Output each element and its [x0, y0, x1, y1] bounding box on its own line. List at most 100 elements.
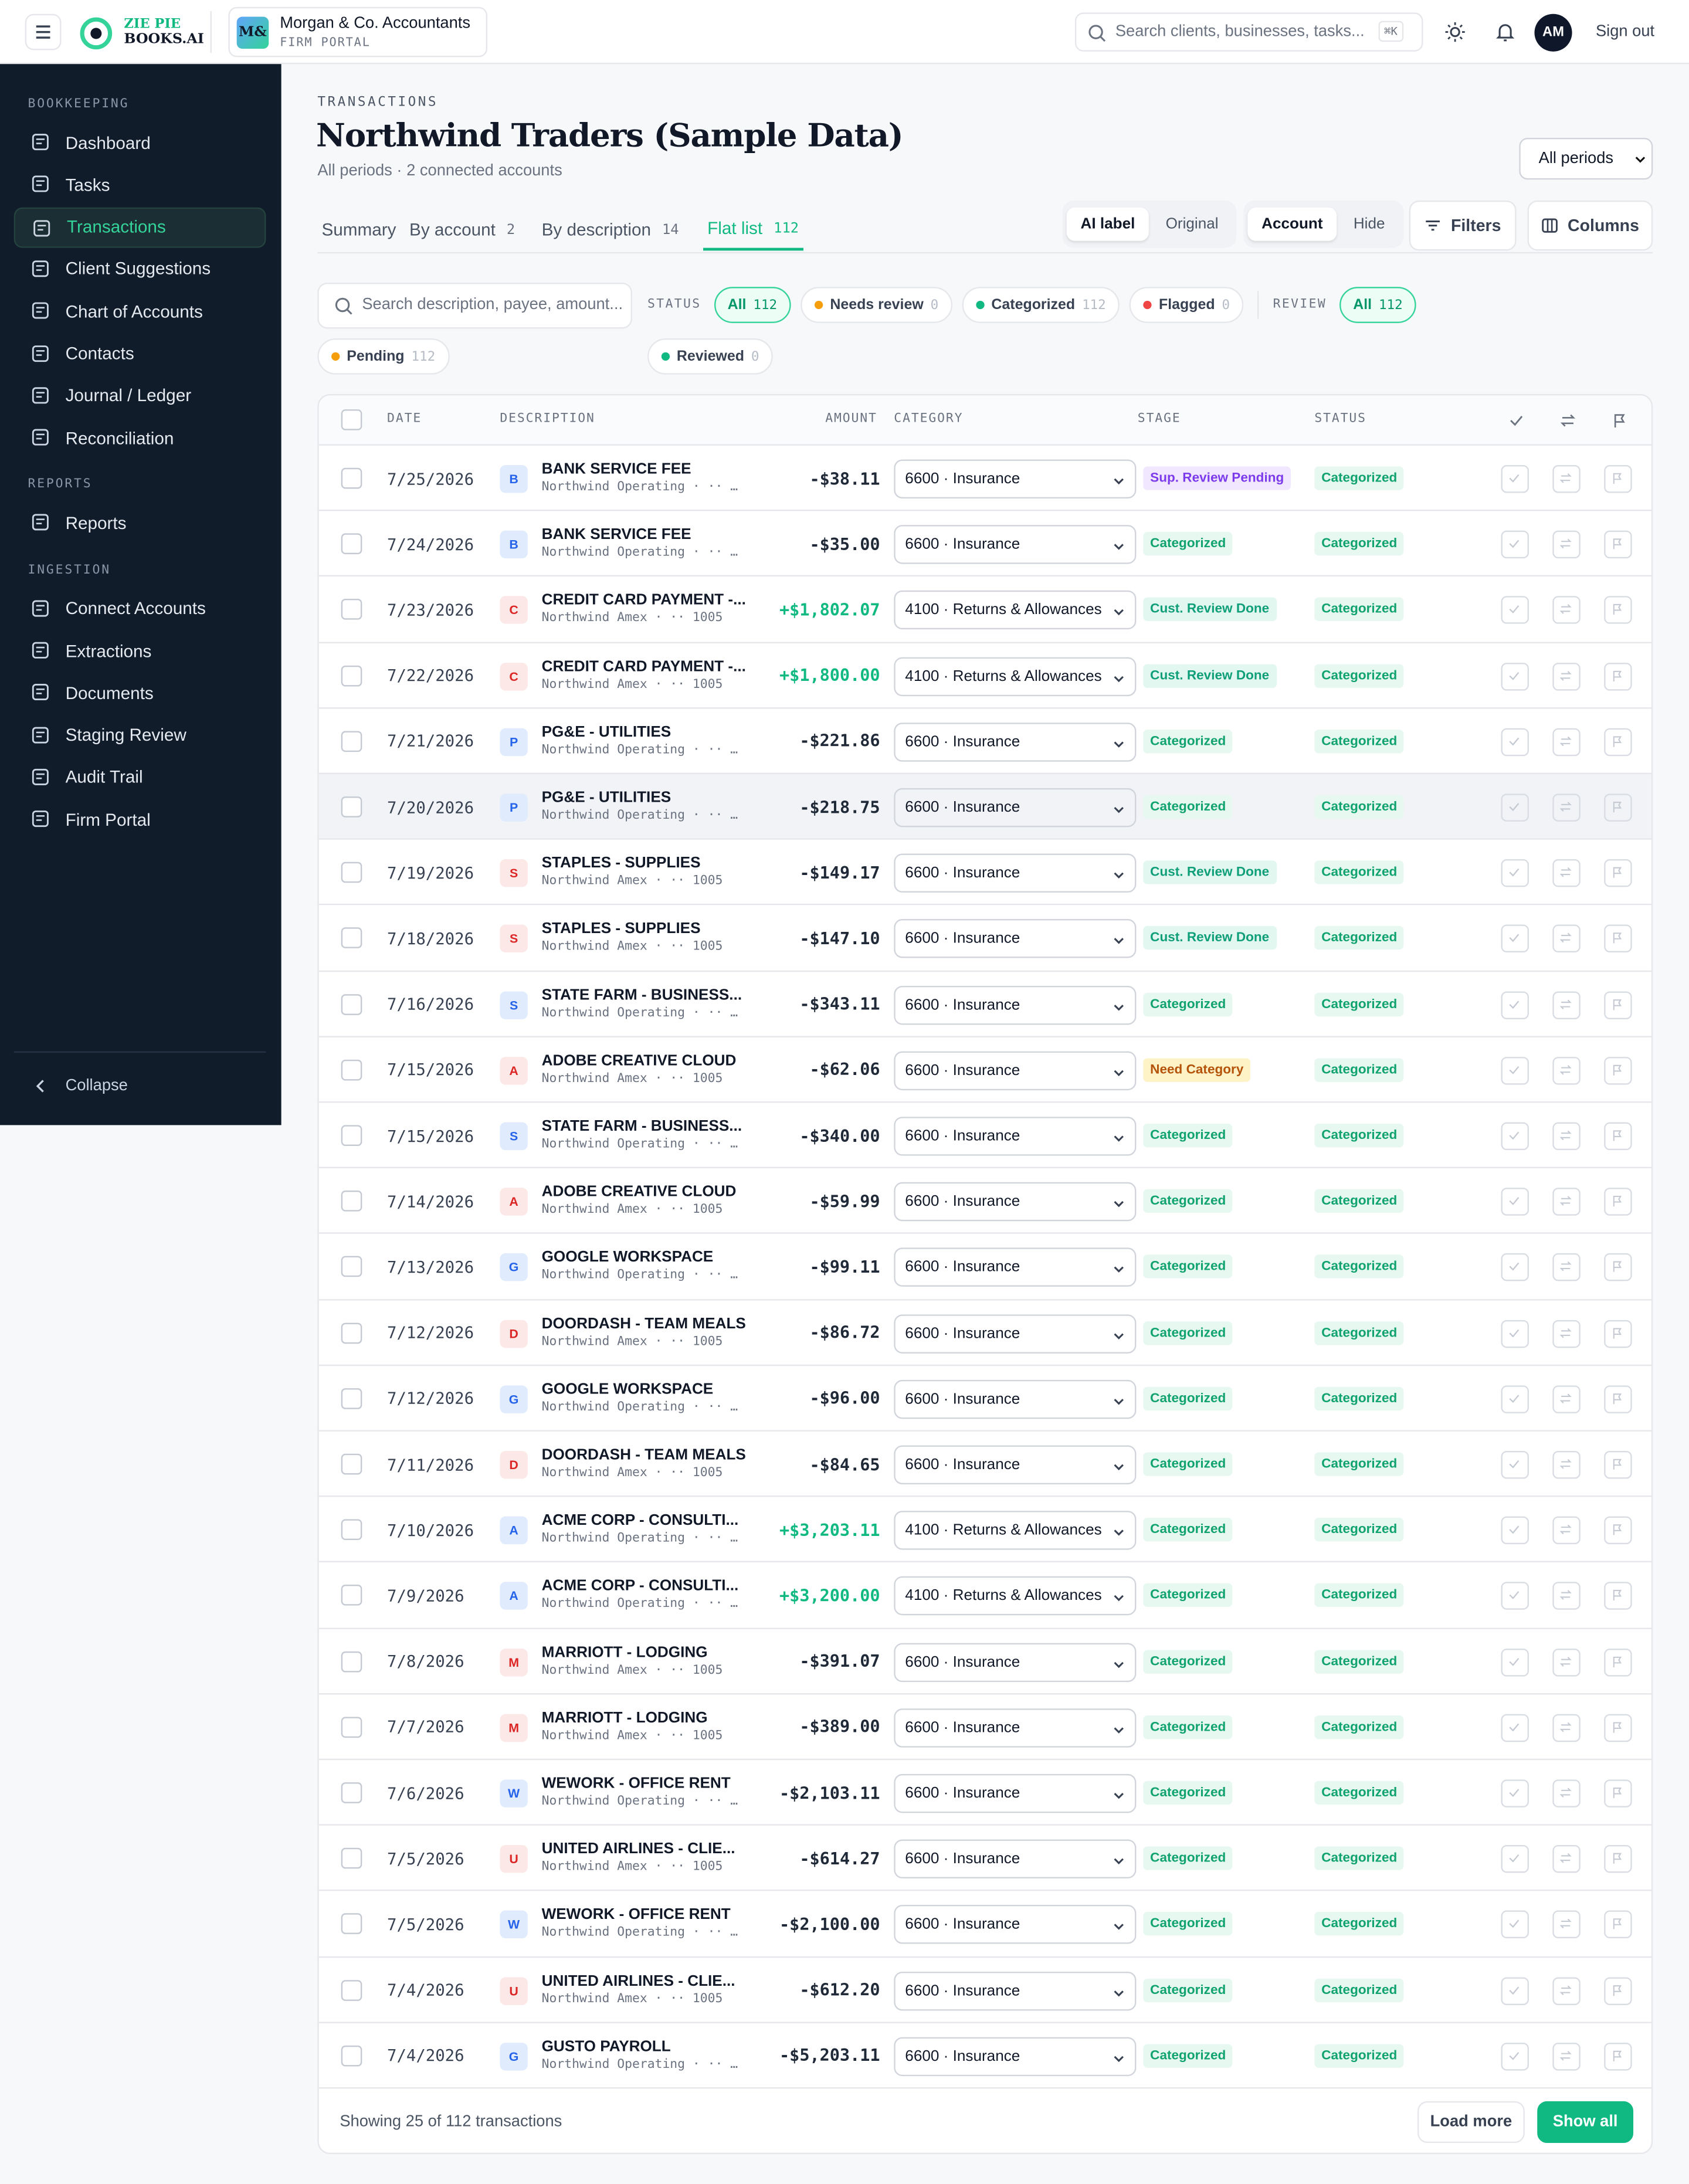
table-row[interactable]: 7/7/2026 M MARRIOTT - LODGING Northwind Ame…	[318, 1693, 1651, 1759]
row-action[interactable]	[1552, 1845, 1581, 1873]
row-action[interactable]	[1552, 1056, 1581, 1085]
table-row[interactable]: 7/24/2026 B BANK SERVICE FEE Northwind Oper…	[318, 510, 1651, 575]
row-action[interactable]	[1604, 1056, 1632, 1085]
nav-item[interactable]: Documents	[14, 673, 266, 713]
row-action[interactable]	[1604, 2042, 1632, 2071]
row-checkbox[interactable]	[341, 533, 362, 555]
category-select[interactable]: 6600 · Insurance	[894, 1314, 1137, 1353]
category-select[interactable]: 6600 · Insurance	[894, 1248, 1137, 1287]
row-action[interactable]	[1501, 1451, 1529, 1479]
category-select[interactable]: 6600 · Insurance	[894, 1642, 1137, 1682]
row-action[interactable]	[1501, 991, 1529, 1019]
row-checkbox[interactable]	[341, 1388, 362, 1409]
filter-chip[interactable]: Flagged 0	[1130, 287, 1244, 323]
row-action[interactable]	[1604, 1648, 1632, 1676]
row-checkbox[interactable]	[341, 1585, 362, 1606]
row-action[interactable]	[1552, 465, 1581, 493]
nav-item[interactable]: Chart of Accounts	[14, 291, 266, 332]
table-row[interactable]: 7/5/2026 U UNITED AIRLINES - CLIE... Northw…	[318, 1824, 1651, 1890]
row-checkbox[interactable]	[341, 1191, 362, 1212]
row-action[interactable]	[1552, 1517, 1581, 1545]
table-row[interactable]: 7/9/2026 A ACME CORP - CONSULTI... Northwin…	[318, 1561, 1651, 1627]
category-select[interactable]: 4100 · Returns & Allowances	[894, 656, 1137, 696]
nav-item[interactable]: Journal / Ledger	[14, 376, 266, 416]
table-row[interactable]: 7/21/2026 P PG&E - UTILITIES Northwind Oper…	[318, 707, 1651, 773]
category-select[interactable]: 6600 · Insurance	[894, 459, 1137, 498]
row-action[interactable]	[1552, 859, 1581, 887]
row-checkbox[interactable]	[341, 1256, 362, 1278]
row-action[interactable]	[1604, 1319, 1632, 1348]
row-checkbox[interactable]	[341, 1717, 362, 1738]
sign-out[interactable]: Sign out	[1595, 23, 1655, 40]
category-select[interactable]: 6600 · Insurance	[894, 1182, 1137, 1222]
show-all[interactable]: Show all	[1537, 2101, 1634, 2144]
nav-item[interactable]: Staging Review	[14, 715, 266, 755]
nav-item[interactable]: Client Suggestions	[14, 249, 266, 290]
table-row[interactable]: 7/25/2026 B BANK SERVICE FEE Northwind Oper…	[318, 444, 1651, 510]
nav-item[interactable]: Firm Portal	[14, 799, 266, 840]
row-action[interactable]	[1501, 1385, 1529, 1413]
row-action[interactable]	[1604, 1517, 1632, 1545]
row-checkbox[interactable]	[341, 796, 362, 818]
table-row[interactable]: 7/19/2026 S STAPLES - SUPPLIES Northwind Am…	[318, 838, 1651, 904]
filter-chip[interactable]: All 112	[713, 287, 791, 323]
row-action[interactable]	[1552, 1451, 1581, 1479]
row-action[interactable]	[1552, 1714, 1581, 1742]
row-action[interactable]	[1604, 991, 1632, 1019]
row-action[interactable]	[1501, 1976, 1529, 2005]
load-more[interactable]: Load more	[1417, 2101, 1525, 2144]
row-checkbox[interactable]	[341, 862, 362, 883]
collapse[interactable]: Collapse	[65, 1077, 128, 1095]
row-checkbox[interactable]	[341, 1914, 362, 1935]
category-select[interactable]: 6600 · Insurance	[894, 788, 1137, 828]
row-checkbox[interactable]	[341, 467, 362, 489]
row-action[interactable]	[1501, 1253, 1529, 1282]
row-action[interactable]	[1501, 2042, 1529, 2071]
global-search[interactable]: Search clients, businesses, tasks... ⌘K	[1074, 12, 1423, 52]
row-action[interactable]	[1604, 531, 1632, 559]
row-action[interactable]	[1604, 1385, 1632, 1413]
row-action[interactable]	[1552, 2042, 1581, 2071]
category-select[interactable]: 6600 · Insurance	[894, 1117, 1137, 1156]
category-select[interactable]: 6600 · Insurance	[894, 1905, 1137, 1945]
row-action[interactable]	[1552, 793, 1581, 822]
tab[interactable]: Summary	[317, 209, 400, 250]
table-row[interactable]: 7/23/2026 C CREDIT CARD PAYMENT -... Northw…	[318, 575, 1651, 642]
row-action[interactable]	[1552, 1648, 1581, 1676]
row-checkbox[interactable]	[341, 1848, 362, 1869]
row-action[interactable]	[1552, 1253, 1581, 1282]
row-checkbox[interactable]	[341, 599, 362, 620]
table-row[interactable]: 7/12/2026 G GOOGLE WORKSPACE Northwind Oper…	[318, 1364, 1651, 1430]
category-select[interactable]: 6600 · Insurance	[894, 1051, 1137, 1090]
row-checkbox[interactable]	[341, 731, 362, 752]
category-select[interactable]: 6600 · Insurance	[894, 985, 1137, 1025]
category-select[interactable]: 6600 · Insurance	[894, 1445, 1137, 1485]
filter-search[interactable]: Search description, payee, amount...	[317, 282, 632, 329]
row-action[interactable]	[1501, 1188, 1529, 1216]
row-action[interactable]	[1604, 662, 1632, 690]
filter-chip[interactable]: Reviewed 0	[647, 338, 774, 375]
select-all[interactable]	[341, 409, 362, 430]
row-action[interactable]	[1501, 1911, 1529, 1939]
row-action[interactable]	[1552, 728, 1581, 756]
row-checkbox[interactable]	[341, 993, 362, 1015]
row-checkbox[interactable]	[341, 1979, 362, 2000]
row-action[interactable]	[1501, 1779, 1529, 1807]
row-action[interactable]	[1552, 1122, 1581, 1151]
row-action[interactable]	[1552, 925, 1581, 953]
row-action[interactable]	[1604, 1188, 1632, 1216]
row-action[interactable]	[1604, 1845, 1632, 1873]
menu-button[interactable]	[25, 13, 62, 50]
category-select[interactable]: 6600 · Insurance	[894, 1708, 1137, 1748]
row-checkbox[interactable]	[341, 1519, 362, 1541]
row-action[interactable]	[1604, 1911, 1632, 1939]
row-action[interactable]	[1552, 1976, 1581, 2005]
row-action[interactable]	[1604, 465, 1632, 493]
table-row[interactable]: 7/10/2026 A ACME CORP - CONSULTI... Northwi…	[318, 1495, 1651, 1561]
row-action[interactable]	[1501, 1517, 1529, 1545]
row-action[interactable]	[1604, 1122, 1632, 1151]
row-action[interactable]	[1501, 1714, 1529, 1742]
row-action[interactable]	[1604, 1582, 1632, 1610]
nav-item[interactable]: Connect Accounts	[14, 589, 266, 629]
columns-button[interactable]: Columns	[1527, 200, 1653, 251]
